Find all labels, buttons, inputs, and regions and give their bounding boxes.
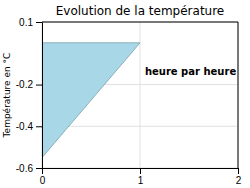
chart: 0 1 2 0.1 -0.2 -0.4 -0.6 heure par heure Evoluti… <box>0 0 250 188</box>
tick-mark <box>140 168 141 174</box>
tick-label: 2 <box>236 175 242 186</box>
area <box>42 43 140 158</box>
tick-label: -0.6 <box>16 163 34 174</box>
grid <box>42 22 238 168</box>
tick-mark <box>238 168 239 174</box>
frame <box>238 22 239 168</box>
annotation: heure par heure <box>145 66 236 77</box>
tick: -0.6 <box>16 163 42 174</box>
x-axis: 0 1 2 <box>40 168 242 186</box>
grid-line <box>42 22 238 23</box>
title: Evolution de la température <box>56 4 225 18</box>
grid-line <box>238 22 239 168</box>
plot: 0 1 2 0.1 -0.2 -0.4 -0.6 heure par heure <box>16 17 242 186</box>
tick-mark <box>36 85 42 86</box>
tick-label: -0.2 <box>16 79 34 90</box>
y-axis-title: Température en °C <box>2 53 12 139</box>
tick: 0 <box>40 168 46 186</box>
tick: -0.4 <box>16 121 42 132</box>
tick-label: 0.1 <box>19 17 33 28</box>
tick-mark <box>36 168 42 169</box>
axis-line <box>43 169 239 175</box>
tick: 2 <box>236 168 242 186</box>
tick-mark <box>36 22 42 23</box>
tick: 0.1 <box>19 17 42 28</box>
tick-mark <box>36 126 42 127</box>
y-axis: 0.1 -0.2 -0.4 -0.6 <box>16 17 43 174</box>
tick-label: 0 <box>40 175 46 186</box>
tick: -0.2 <box>16 79 42 90</box>
tick: 1 <box>138 168 144 186</box>
tick-label: -0.4 <box>16 121 34 132</box>
tick-label: 1 <box>138 175 144 186</box>
axis-line <box>36 23 43 169</box>
frame <box>42 22 238 23</box>
marks <box>42 43 140 158</box>
